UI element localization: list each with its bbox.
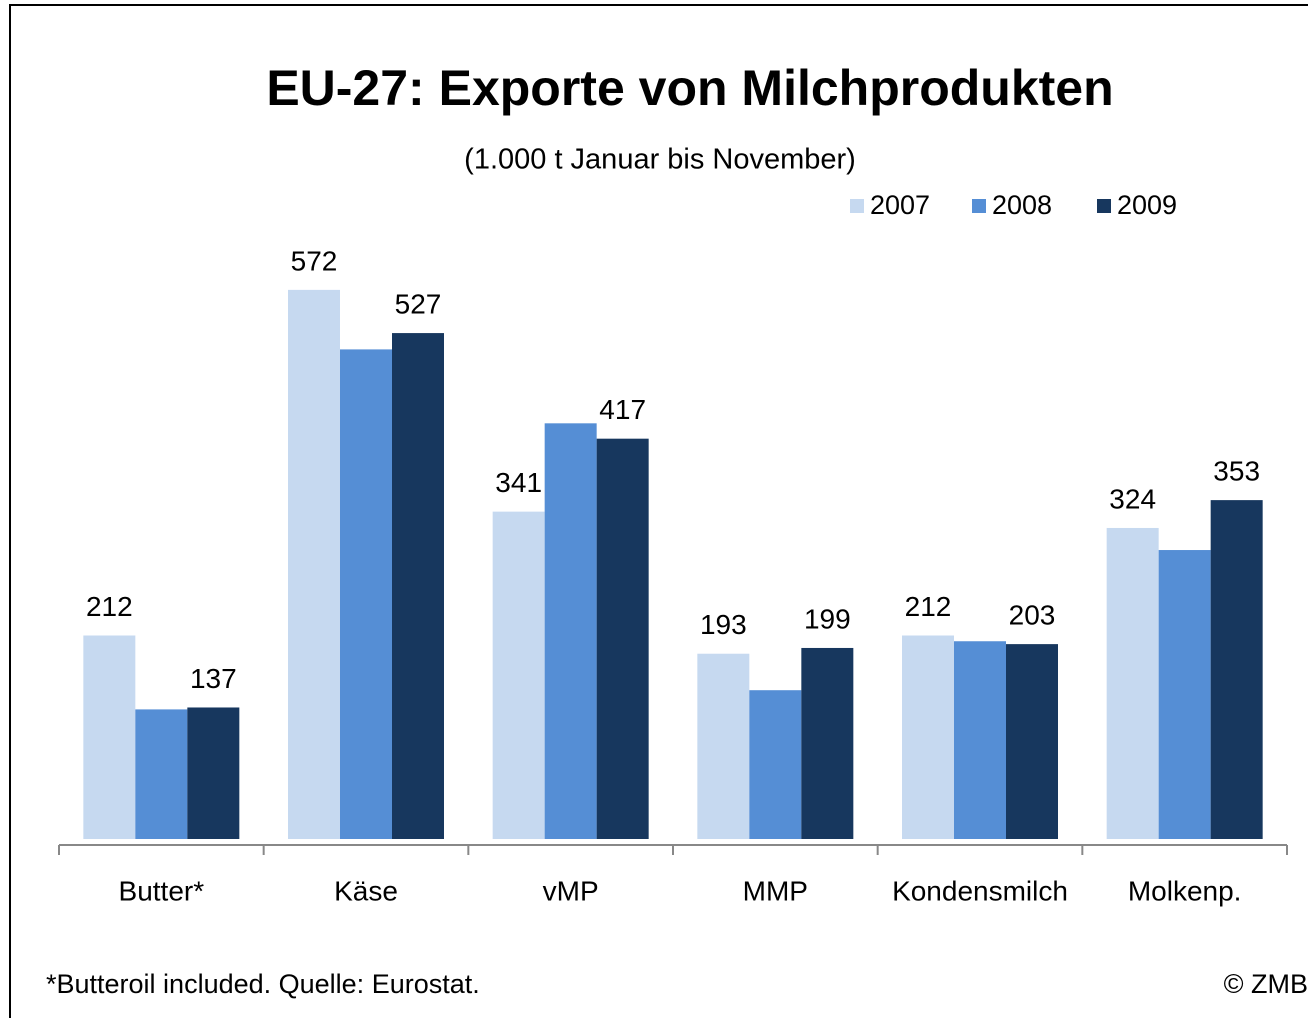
bar	[1006, 644, 1058, 839]
legend-label: 2008	[992, 190, 1052, 220]
bar	[187, 707, 240, 839]
bar	[288, 289, 340, 839]
legend-swatch	[972, 199, 986, 213]
frame	[9, 4, 1308, 1018]
bar	[340, 349, 392, 839]
bar	[1158, 550, 1211, 839]
copyright: © ZMB	[1224, 969, 1308, 999]
data-label: 572	[291, 245, 338, 276]
bar	[954, 641, 1006, 839]
footnote: *Butteroil included. Quelle: Eurostat.	[46, 969, 480, 999]
bar	[544, 423, 597, 839]
data-label: 137	[190, 663, 237, 694]
x-tick-label: Käse	[334, 875, 398, 906]
data-label: 341	[495, 467, 542, 498]
chart-title: EU-27: Exporte von Milchprodukten	[266, 60, 1113, 116]
legend-swatch	[850, 199, 864, 213]
bar	[83, 635, 136, 839]
data-label: 324	[1109, 483, 1156, 514]
bar	[1106, 527, 1159, 839]
x-tick-label: Molkenp.	[1128, 875, 1242, 906]
bar	[392, 333, 444, 839]
legend-swatch	[1097, 199, 1111, 213]
data-label: 353	[1213, 456, 1260, 487]
bar	[749, 690, 802, 839]
legend-label: 2009	[1117, 190, 1177, 220]
x-tick-label: MMP	[743, 875, 808, 906]
data-label: 193	[700, 609, 747, 640]
data-label: 212	[905, 591, 952, 622]
data-label: 417	[599, 394, 646, 425]
legend-label: 2007	[870, 190, 930, 220]
bar	[801, 647, 854, 839]
x-tick-label: Butter*	[119, 875, 205, 906]
bar	[596, 438, 649, 839]
bar	[135, 709, 188, 839]
bar	[1210, 500, 1263, 839]
x-tick-label: Kondensmilch	[892, 875, 1068, 906]
bar	[492, 511, 545, 839]
data-label: 527	[395, 288, 442, 319]
data-label: 212	[86, 591, 133, 622]
data-label: 199	[804, 603, 851, 634]
bar	[697, 653, 750, 839]
bar	[902, 635, 954, 839]
chart-subtitle: (1.000 t Januar bis November)	[464, 144, 856, 176]
data-label: 203	[1009, 600, 1056, 631]
x-tick-label: vMP	[543, 875, 599, 906]
